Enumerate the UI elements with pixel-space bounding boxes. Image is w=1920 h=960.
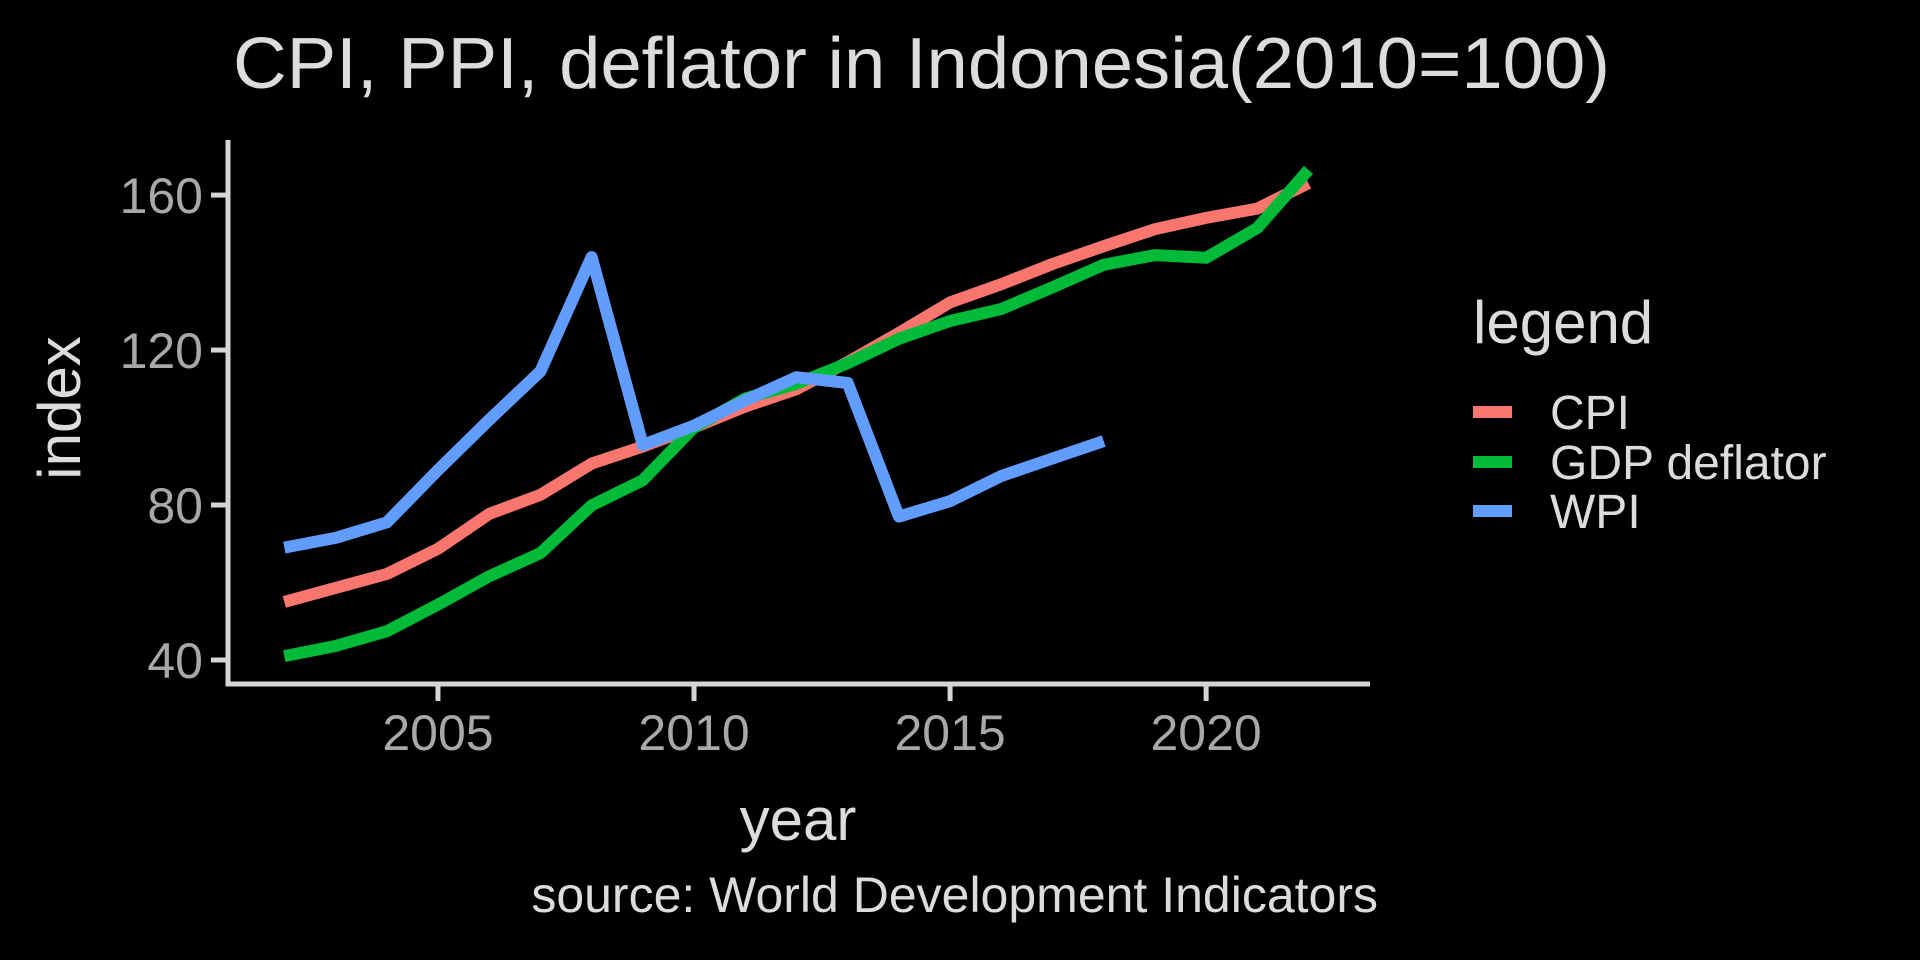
legend-label-gdp-deflator: GDP deflator xyxy=(1550,437,1827,490)
tick-labels: 2005 2010 2015 2020 40 80 120 160 xyxy=(120,168,1262,761)
axes xyxy=(211,140,1370,701)
caption-source: source: World Development Indicators xyxy=(531,867,1378,923)
x-tick-label: 2020 xyxy=(1151,705,1262,761)
legend-label-cpi: CPI xyxy=(1550,387,1630,440)
x-tick-label: 2015 xyxy=(894,705,1005,761)
chart-title: CPI, PPI, deflator in Indonesia(2010=100… xyxy=(233,24,1610,104)
x-tick-label: 2010 xyxy=(638,705,749,761)
legend-title: legend xyxy=(1473,289,1653,356)
legend-label-wpi: WPI xyxy=(1550,486,1641,539)
series-lines xyxy=(282,165,1314,662)
y-axis-label: index xyxy=(26,336,93,479)
y-tick-label: 160 xyxy=(120,168,203,224)
x-axis-label: year xyxy=(740,786,857,853)
legend-key-cpi xyxy=(1473,406,1512,418)
y-tick-label: 120 xyxy=(120,323,203,379)
legend-key-wpi xyxy=(1473,505,1512,517)
y-tick-label: 80 xyxy=(147,478,203,534)
legend-key-gdp-deflator xyxy=(1473,456,1512,468)
x-tick-label: 2005 xyxy=(382,705,493,761)
y-tick-label: 40 xyxy=(147,633,203,689)
wpi-line xyxy=(283,251,1106,554)
